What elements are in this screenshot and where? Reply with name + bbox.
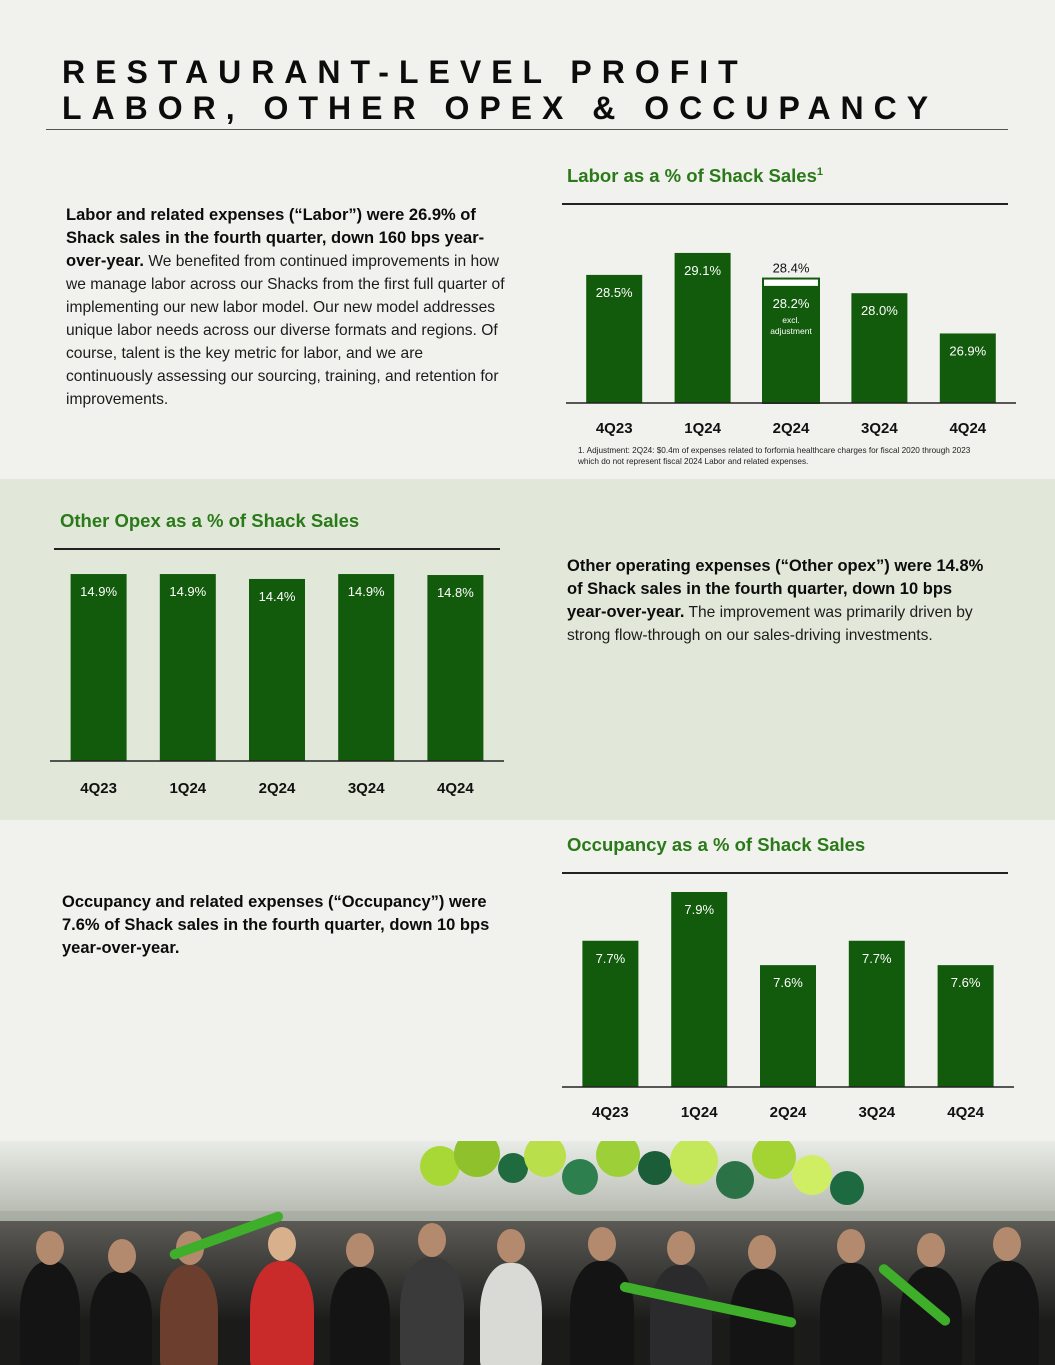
bar-2Q24 bbox=[249, 578, 305, 761]
bar-3Q24 bbox=[848, 940, 905, 1087]
labor-chart-footnote-marker: 1 bbox=[816, 165, 823, 178]
other-opex-description-regular: The improvement was primarily driven by … bbox=[567, 604, 973, 644]
bar-label-1Q24: 7.9% bbox=[684, 902, 714, 917]
bar-label-4Q23: 28.5% bbox=[596, 285, 633, 300]
bar-label-4Q23: 7.7% bbox=[596, 951, 626, 966]
bar-label-4Q23: 14.9% bbox=[80, 584, 117, 599]
occupancy-description-bold: Occupancy and related expenses (“Occupan… bbox=[62, 893, 490, 957]
bar-4Q24 bbox=[939, 333, 996, 403]
bar-4Q23 bbox=[586, 274, 643, 403]
bar-label-4Q24: 26.9% bbox=[949, 343, 986, 358]
occupancy-description: Occupancy and related expenses (“Occupan… bbox=[62, 891, 492, 960]
category-label-2Q24: 2Q24 bbox=[770, 1104, 807, 1121]
bar-4Q23 bbox=[582, 940, 639, 1087]
bar-adjusted-2Q24 bbox=[763, 285, 819, 403]
bar-label-4Q24: 14.8% bbox=[437, 585, 474, 600]
category-label-4Q23: 4Q23 bbox=[592, 1104, 629, 1121]
bar-label-2Q24: 14.4% bbox=[259, 589, 296, 604]
bar-label-3Q24: 7.7% bbox=[862, 951, 892, 966]
crowd bbox=[0, 1210, 1055, 1365]
ribbon-cutting-photo bbox=[0, 1141, 1055, 1365]
category-label-3Q24: 3Q24 bbox=[858, 1104, 895, 1121]
bar-1Q24 bbox=[671, 892, 728, 1087]
category-label-1Q24: 1Q24 bbox=[169, 780, 206, 797]
labor-footnote: 1. Adjustment: 2Q24: $0.4m of expenses r… bbox=[578, 446, 971, 466]
occupancy-chart-title: Occupancy as a % of Shack Sales bbox=[567, 834, 866, 855]
other-opex-chart-title: Other Opex as a % of Shack Sales bbox=[60, 510, 360, 531]
category-label-2Q24: 2Q24 bbox=[773, 420, 810, 437]
labor-chart: 28.5% 4Q23 29.1% 1Q24 28.4% 28.2% excl.adjustm… bbox=[566, 252, 1016, 437]
category-label-4Q24: 4Q24 bbox=[437, 780, 474, 797]
labor-description-regular: We benefited from continued improvements… bbox=[66, 253, 505, 408]
bar-3Q24 bbox=[338, 574, 395, 761]
bar-2Q24 bbox=[760, 965, 816, 1087]
category-label-1Q24: 1Q24 bbox=[681, 1104, 718, 1121]
category-label-3Q24: 3Q24 bbox=[861, 420, 898, 437]
bar-label-4Q24: 7.6% bbox=[951, 975, 981, 990]
other-opex-chart-rule bbox=[54, 548, 500, 550]
labor-chart-title-text: Labor as a % of Shack Sales bbox=[567, 165, 817, 186]
adjusted-note-line-2: adjustment bbox=[770, 326, 812, 336]
other-opex-description: Other operating expenses (“Other opex”) … bbox=[567, 555, 987, 647]
page-title-line-1: RESTAURANT-LEVEL PROFIT bbox=[62, 54, 748, 90]
labor-chart-rule bbox=[562, 203, 1008, 205]
bar-1Q24 bbox=[674, 252, 731, 403]
labor-chart-title: Labor as a % of Shack Sales1 bbox=[567, 165, 823, 187]
bar-label-3Q24: 28.0% bbox=[861, 303, 898, 318]
bar-label-adjusted-2Q24: 28.2% bbox=[773, 296, 810, 311]
bar-4Q23 bbox=[70, 574, 127, 761]
category-label-4Q24: 4Q24 bbox=[949, 420, 986, 437]
page-title: RESTAURANT-LEVEL PROFIT LABOR, OTHER OPE… bbox=[62, 54, 938, 126]
bar-4Q24 bbox=[427, 575, 484, 761]
other-opex-chart: 14.9% 4Q23 14.9% 1Q24 14.4% 2Q24 14.9% 3Q24 14.8… bbox=[50, 574, 504, 797]
category-label-3Q24: 3Q24 bbox=[348, 780, 385, 797]
labor-description: Labor and related expenses (“Labor”) wer… bbox=[66, 204, 508, 411]
bar-3Q24 bbox=[851, 293, 908, 403]
labor-description-bold: Labor and related expenses (“Labor”) wer… bbox=[66, 206, 485, 270]
category-label-1Q24: 1Q24 bbox=[684, 420, 721, 437]
title-divider bbox=[46, 129, 1008, 130]
category-label-2Q24: 2Q24 bbox=[259, 780, 296, 797]
bar-label-1Q24: 29.1% bbox=[684, 263, 721, 278]
bar-1Q24 bbox=[159, 574, 216, 761]
occupancy-chart-rule bbox=[562, 872, 1008, 874]
bar-label-1Q24: 14.9% bbox=[169, 584, 206, 599]
adjusted-note-line-1: excl. bbox=[782, 315, 799, 325]
bar-4Q24 bbox=[937, 965, 994, 1087]
bar-label-2Q24: 28.4% bbox=[773, 261, 810, 276]
category-label-4Q24: 4Q24 bbox=[947, 1104, 984, 1121]
category-label-4Q23: 4Q23 bbox=[80, 780, 117, 797]
balloon-arch bbox=[420, 1141, 880, 1211]
other-opex-description-bold: Other operating expenses (“Other opex”) … bbox=[567, 557, 984, 621]
bar-label-2Q24: 7.6% bbox=[773, 975, 803, 990]
bar-label-3Q24: 14.9% bbox=[348, 584, 385, 599]
occupancy-chart: 7.7% 4Q23 7.9% 1Q24 7.6% 2Q24 7.7% 3Q24 7.6% 4Q24 bbox=[562, 892, 1014, 1121]
page-title-line-2: LABOR, OTHER OPEX & OCCUPANCY bbox=[62, 90, 939, 126]
category-label-4Q23: 4Q23 bbox=[596, 420, 633, 437]
